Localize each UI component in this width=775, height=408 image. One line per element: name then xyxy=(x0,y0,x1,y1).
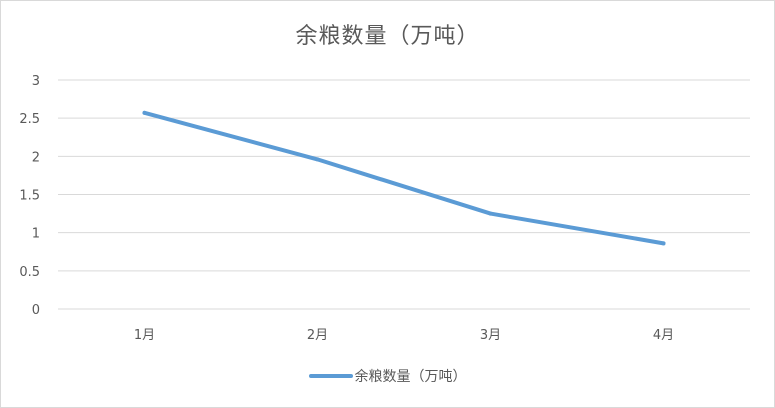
y-tick-label: 2.5 xyxy=(19,112,40,127)
x-tick-label: 3月 xyxy=(480,328,501,343)
series-line xyxy=(142,110,666,246)
data-point xyxy=(315,157,320,162)
y-tick-label: 2 xyxy=(32,150,40,165)
x-tick-label: 2月 xyxy=(307,328,328,343)
legend-swatch xyxy=(308,374,353,378)
x-axis-ticks: 1月 2月 3月 4月 xyxy=(134,328,674,343)
y-tick-label: 1.5 xyxy=(19,189,40,204)
chart-title: 余粮数量（万吨） xyxy=(295,24,480,49)
x-tick-label: 4月 xyxy=(653,328,674,343)
y-tick-label: 0 xyxy=(32,303,40,318)
legend: 余粮数量（万吨） xyxy=(0,366,775,386)
data-point xyxy=(488,211,493,216)
y-tick-label: 3 xyxy=(32,74,40,89)
y-tick-label: 1 xyxy=(32,227,40,242)
y-axis-ticks: 0 0.5 1 1.5 2 2.5 3 xyxy=(19,74,40,318)
gridlines xyxy=(58,79,750,310)
x-tick-label: 1月 xyxy=(134,328,155,343)
legend-label: 余粮数量（万吨） xyxy=(354,369,467,385)
data-point xyxy=(661,241,666,246)
series-lines xyxy=(142,110,666,246)
y-tick-label: 0.5 xyxy=(19,265,40,280)
data-point xyxy=(142,110,147,115)
